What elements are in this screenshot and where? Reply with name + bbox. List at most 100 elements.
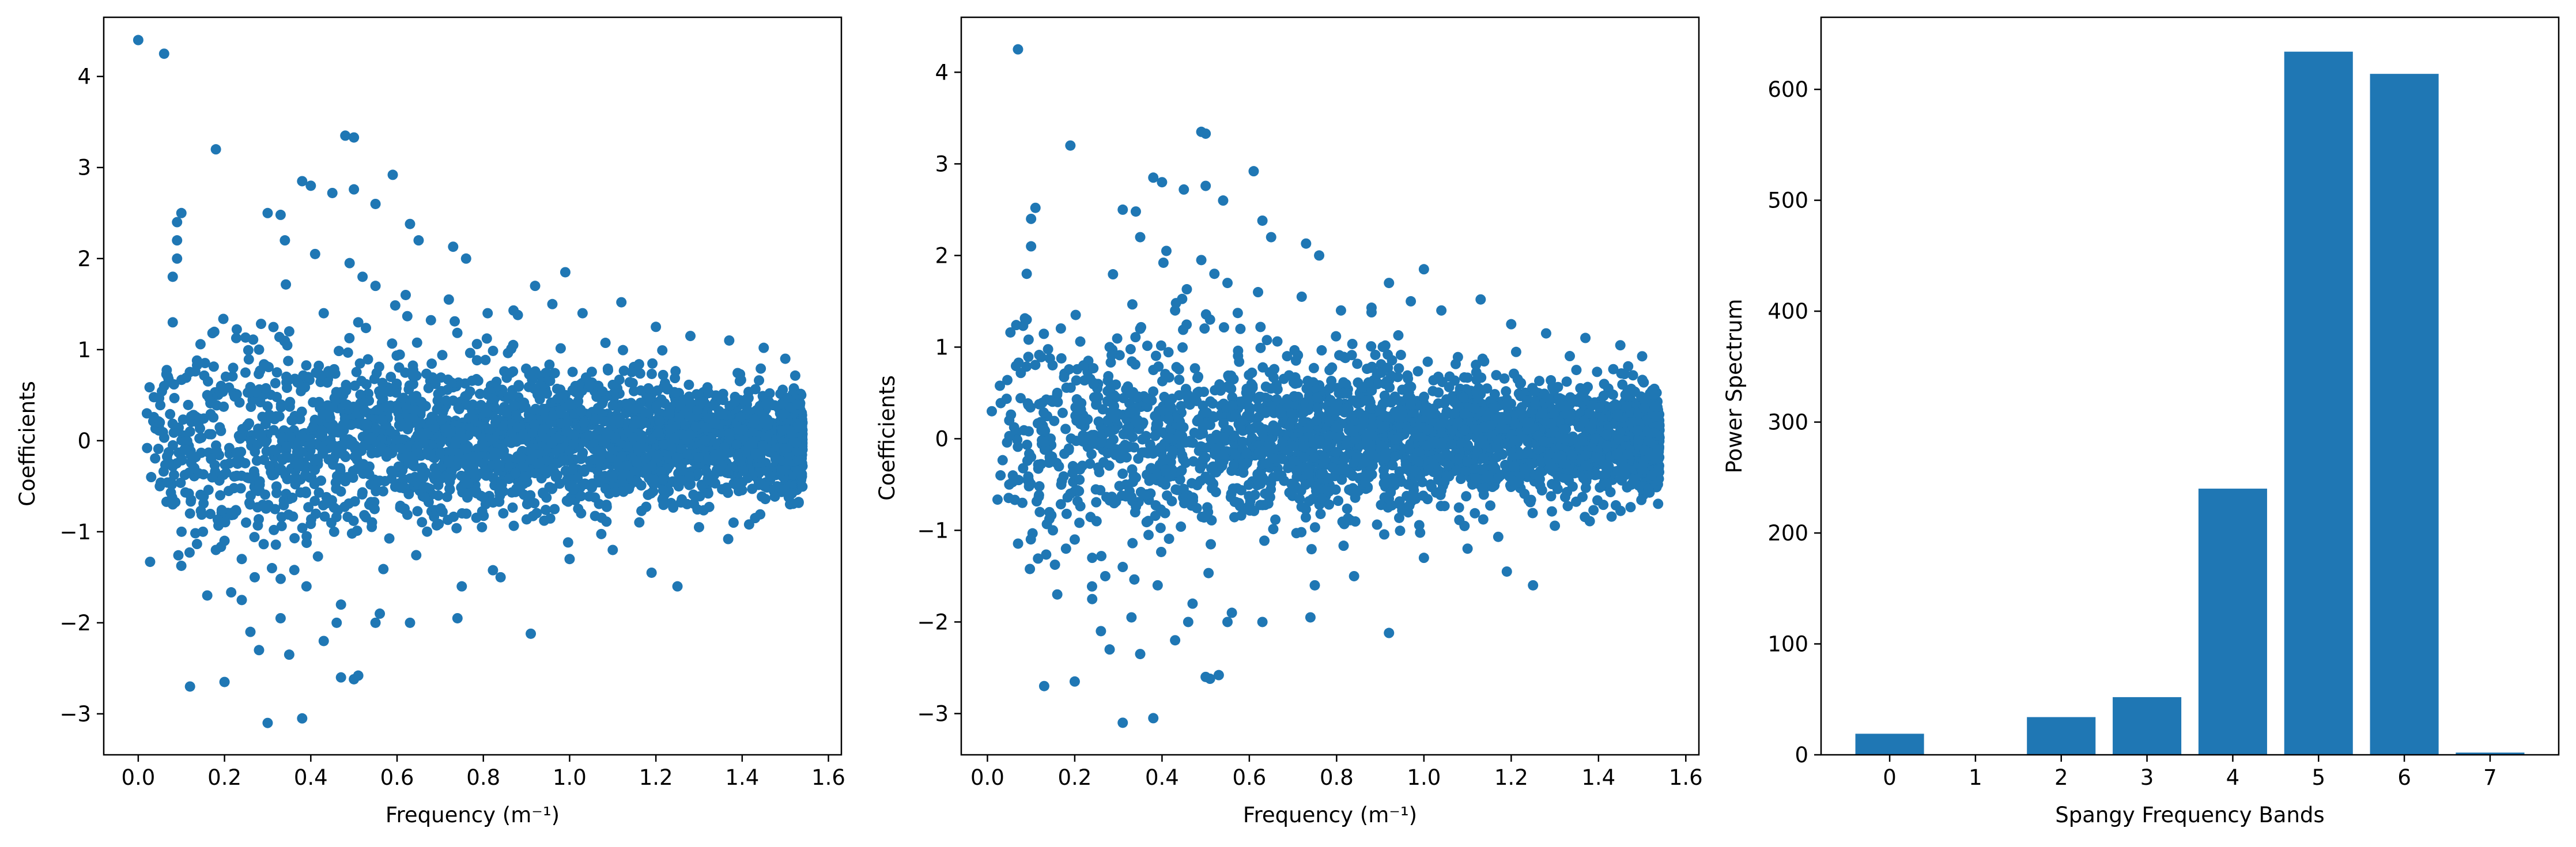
scatter-2-point bbox=[1510, 346, 1521, 357]
scatter-2-point bbox=[1237, 436, 1248, 447]
scatter-2-point bbox=[1164, 433, 1175, 444]
scatter-2-point bbox=[1171, 362, 1182, 373]
scatter-1-point bbox=[760, 494, 771, 505]
scatter-1-point bbox=[275, 612, 286, 623]
scatter-1-point bbox=[221, 467, 232, 478]
scatter-2-point bbox=[1610, 399, 1621, 410]
scatter-1-point bbox=[693, 521, 704, 532]
scatter-1-point bbox=[636, 480, 647, 491]
scatter-1-point bbox=[288, 511, 299, 522]
scatter-2-point bbox=[1571, 365, 1582, 376]
scatter-1-point bbox=[369, 504, 380, 515]
scatter-1-point bbox=[628, 432, 639, 443]
scatter-1-point bbox=[402, 311, 413, 322]
scatter-1-point bbox=[503, 436, 514, 447]
scatter-1-y-tick-label: −3 bbox=[59, 702, 91, 727]
scatter-1-point bbox=[241, 517, 252, 528]
scatter-1-point bbox=[597, 386, 608, 397]
scatter-1-point bbox=[452, 612, 463, 623]
scatter-1-point bbox=[651, 453, 662, 464]
scatter-1-point bbox=[546, 483, 557, 494]
scatter-1-y-tick-label: 4 bbox=[77, 65, 91, 89]
scatter-1-point bbox=[396, 451, 407, 462]
scatter-2-point bbox=[1192, 387, 1203, 398]
scatter-2-point bbox=[1296, 527, 1307, 538]
scatter-1-point bbox=[513, 380, 524, 391]
scatter-1-point bbox=[374, 475, 385, 486]
scatter-1-point bbox=[646, 368, 657, 379]
scatter-1-point bbox=[477, 506, 488, 517]
scatter-1-point bbox=[668, 502, 679, 513]
scatter-1-point bbox=[536, 473, 547, 484]
scatter-1-point bbox=[215, 490, 226, 501]
scatter-1-point bbox=[301, 581, 312, 592]
scatter-1-point bbox=[494, 496, 505, 507]
scatter-1-point bbox=[210, 144, 221, 155]
scatter-1-point bbox=[198, 526, 209, 537]
scatter-1-point bbox=[453, 448, 464, 459]
scatter-1-point bbox=[443, 428, 454, 438]
scatter-1-point bbox=[702, 488, 713, 499]
scatter-1-point bbox=[150, 453, 161, 464]
scatter-1-point bbox=[674, 412, 685, 423]
scatter-2-point bbox=[1259, 535, 1270, 546]
scatter-1-point bbox=[202, 590, 213, 601]
scatter-1-point bbox=[208, 412, 219, 423]
scatter-1-point bbox=[626, 366, 637, 377]
scatter-1-point bbox=[283, 356, 294, 366]
scatter-2-point bbox=[1058, 471, 1069, 482]
scatter-2-point bbox=[1033, 459, 1044, 470]
scatter-1-point bbox=[784, 402, 795, 413]
scatter-1-point bbox=[521, 363, 532, 374]
scatter-2-point bbox=[1189, 363, 1200, 374]
scatter-1-point bbox=[486, 393, 497, 404]
scatter-1-point bbox=[366, 434, 377, 445]
scatter-1-point bbox=[260, 383, 271, 394]
scatter-1-point bbox=[527, 428, 538, 438]
scatter-2-point bbox=[1290, 378, 1301, 389]
scatter-1-point bbox=[460, 253, 471, 264]
scatter-2-point bbox=[1433, 474, 1444, 485]
scatter-2-point bbox=[1127, 299, 1138, 310]
scatter-1-point bbox=[169, 392, 180, 403]
scatter-1-point bbox=[260, 503, 271, 514]
scatter-1-point bbox=[468, 468, 479, 479]
scatter-1-point bbox=[688, 489, 699, 500]
scatter-1-point bbox=[158, 466, 169, 477]
scatter-1-point bbox=[600, 438, 611, 449]
scatter-1-point bbox=[776, 464, 787, 475]
scatter-1-points bbox=[133, 35, 808, 728]
scatter-2-point bbox=[1155, 523, 1166, 534]
scatter-1-point bbox=[352, 449, 362, 460]
scatter-1-point bbox=[245, 490, 256, 501]
scatter-1-x-tick-label: 1.6 bbox=[811, 765, 845, 790]
scatter-2-point bbox=[1174, 375, 1185, 385]
scatter-1-point bbox=[415, 417, 426, 428]
scatter-1-point bbox=[498, 508, 509, 519]
scatter-1-point bbox=[268, 322, 279, 332]
scatter-1-point bbox=[690, 421, 701, 432]
scatter-2-point bbox=[1044, 506, 1055, 517]
scatter-1-point bbox=[691, 389, 702, 400]
scatter-1-point bbox=[271, 367, 282, 378]
scatter-1-point bbox=[153, 444, 164, 455]
scatter-1-point bbox=[180, 444, 191, 455]
scatter-1-point bbox=[622, 460, 633, 471]
scatter-1-point bbox=[527, 375, 538, 385]
scatter-1-point bbox=[450, 438, 461, 449]
scatter-1-point bbox=[607, 400, 618, 411]
scatter-1-point bbox=[728, 517, 739, 528]
scatter-1-point bbox=[349, 184, 360, 195]
scatter-1-point bbox=[337, 443, 348, 453]
scatter-1-point bbox=[342, 472, 353, 483]
scatter-2-point bbox=[1553, 381, 1563, 392]
scatter-1-point bbox=[258, 539, 269, 550]
scatter-1-point bbox=[331, 512, 342, 523]
scatter-1-point bbox=[779, 484, 790, 495]
scatter-1-point bbox=[154, 417, 165, 428]
scatter-1-point bbox=[296, 406, 307, 417]
scatter-1-point bbox=[133, 35, 143, 46]
scatter-1-point bbox=[219, 535, 230, 546]
scatter-1-point bbox=[555, 384, 566, 395]
scatter-1-point bbox=[176, 375, 187, 385]
